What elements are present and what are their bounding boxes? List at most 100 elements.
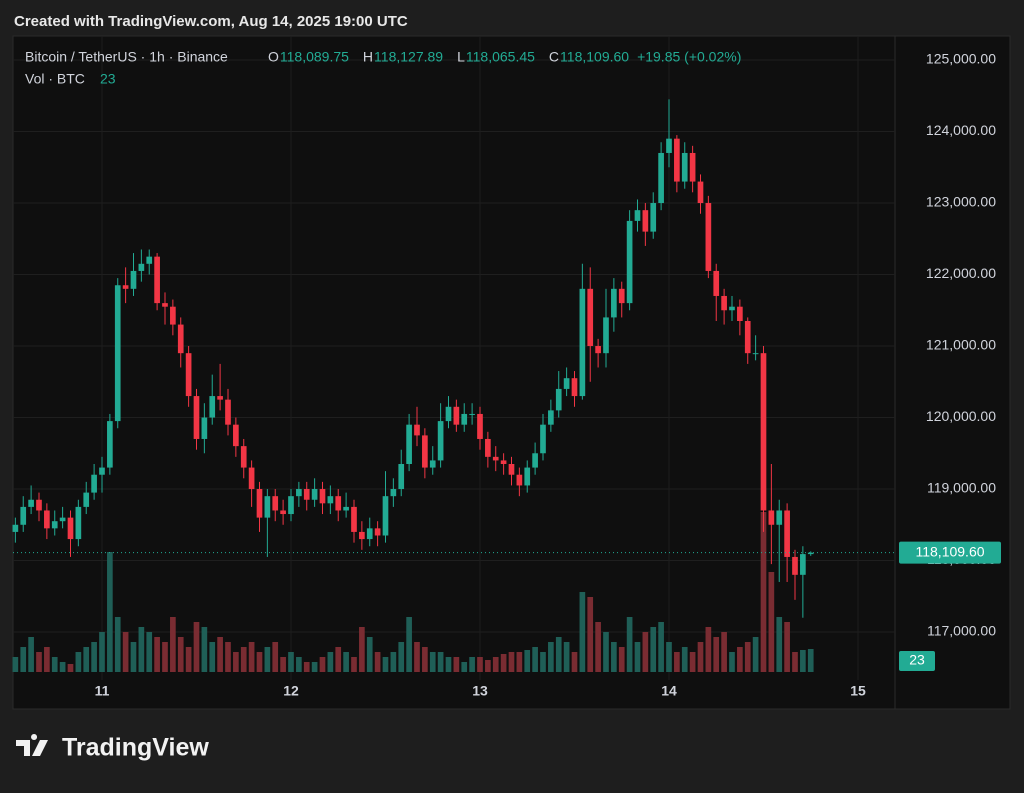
candle-body	[12, 524, 19, 532]
volume-bar	[130, 642, 137, 672]
last-price-label: 118,109.60	[915, 543, 984, 559]
volume-bar	[75, 652, 82, 672]
volume-bar	[390, 652, 397, 672]
volume-value: 23	[100, 71, 116, 87]
candle-body	[343, 506, 349, 511]
volume-bar	[524, 650, 531, 672]
candle-body	[611, 288, 617, 318]
ohlc-key: O	[268, 49, 279, 65]
volume-bar	[516, 652, 523, 672]
volume-bar	[51, 657, 58, 672]
candle-body	[540, 424, 546, 454]
candle-body	[390, 489, 397, 497]
volume-bar	[461, 662, 468, 672]
candle-body	[453, 406, 460, 425]
candle-body	[500, 460, 507, 464]
volume-bar	[359, 627, 365, 672]
candle-body	[311, 489, 318, 500]
brand: TradingView	[62, 734, 209, 762]
volume-bar	[343, 652, 349, 672]
credit: Created with TradingView.com, Aug 14, 20…	[14, 13, 408, 30]
volume-bar	[154, 637, 160, 672]
candle-body	[807, 552, 814, 555]
volume-bar	[311, 662, 318, 672]
volume-bar	[713, 637, 720, 672]
candle-body	[296, 489, 302, 497]
candle-body	[492, 456, 499, 461]
candle-body	[264, 496, 271, 518]
volume-bar	[20, 647, 27, 672]
volume-bar	[752, 637, 759, 672]
volume-bar	[280, 657, 286, 672]
volume-bar	[705, 627, 712, 672]
volume-bar	[240, 647, 247, 672]
volume-bar	[303, 662, 310, 672]
y-tick-label: 125,000.00	[926, 51, 996, 67]
ohlc-value: 118,065.45	[466, 49, 535, 65]
candle-body	[382, 496, 389, 536]
volume-bar	[366, 637, 373, 672]
volume-bar	[674, 652, 680, 672]
y-tick-label: 123,000.00	[926, 194, 996, 210]
volume-bar	[800, 650, 806, 672]
candle-body	[429, 460, 436, 468]
volume-bar	[500, 654, 507, 672]
volume-bar	[642, 632, 649, 672]
candle-body	[138, 263, 145, 271]
volume-bar	[807, 649, 814, 672]
candle-body	[398, 463, 405, 490]
volume-bar	[634, 642, 641, 672]
volume-bar	[626, 617, 633, 672]
candle-body	[374, 528, 381, 536]
candle-body	[209, 396, 216, 418]
volume-bar	[406, 617, 412, 672]
candle-body	[477, 413, 483, 439]
candle-body	[485, 438, 491, 457]
candle-body	[170, 306, 176, 325]
volume-bar	[83, 647, 90, 672]
candle-body	[792, 556, 798, 575]
candle-body	[548, 410, 554, 425]
volume-bar	[248, 642, 255, 672]
volume-bar	[737, 647, 743, 672]
candle-body	[563, 378, 570, 389]
volume-bar	[327, 652, 334, 672]
volume-bar	[548, 642, 554, 672]
candle-body	[437, 421, 444, 461]
candle-body	[681, 152, 688, 182]
volume-bar	[193, 622, 200, 672]
y-tick-label: 121,000.00	[926, 337, 996, 353]
logo: TradingView	[16, 734, 209, 762]
candle-body	[555, 388, 562, 411]
volume-bar	[603, 632, 609, 672]
candle-body	[445, 406, 452, 422]
candle-body	[248, 467, 255, 490]
candle-body	[603, 317, 609, 354]
volume-bar	[579, 592, 586, 672]
candle-body	[114, 285, 121, 422]
candle-body	[634, 210, 641, 221]
x-tick-label: 15	[850, 683, 866, 699]
volume-bar	[776, 617, 783, 672]
volume-bar	[422, 647, 428, 672]
candle-body	[642, 210, 649, 232]
candle-body	[185, 353, 192, 397]
x-tick-label: 13	[472, 683, 488, 699]
candle-body	[36, 499, 42, 511]
volume-bar	[414, 642, 420, 672]
chart-panel	[12, 35, 1011, 710]
candle-body	[327, 496, 334, 504]
volume-bar	[256, 652, 263, 672]
volume-bar	[532, 647, 538, 672]
candle-body	[571, 378, 578, 397]
volume-bar	[453, 657, 460, 672]
volume-bar	[681, 647, 688, 672]
volume-bar	[760, 512, 767, 672]
candle-body	[595, 346, 601, 354]
candle-body	[319, 489, 326, 504]
candle-body	[689, 152, 696, 182]
candle-body	[154, 256, 160, 304]
ohlc-value: 118,109.60	[560, 49, 629, 65]
candle-body	[760, 353, 767, 511]
